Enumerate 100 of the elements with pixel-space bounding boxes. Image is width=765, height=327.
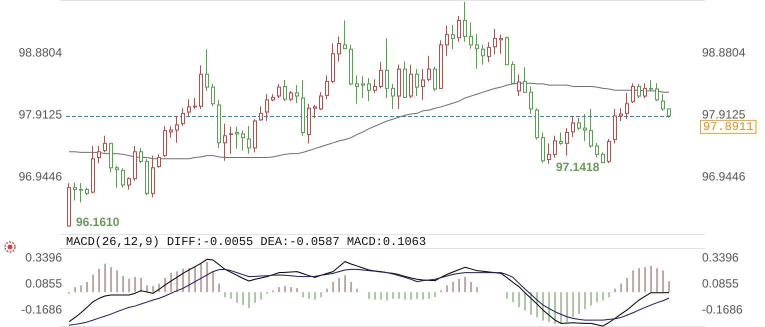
candlestick [529, 86, 533, 114]
candlestick [469, 22, 473, 50]
candlestick [619, 108, 623, 122]
candlestick [355, 75, 359, 104]
ref-line-label: 97.8911 [703, 120, 754, 134]
candlestick [163, 126, 167, 158]
candlestick [547, 142, 551, 164]
candlestick [79, 182, 83, 203]
candlestick [229, 126, 233, 154]
candlestick [169, 126, 173, 138]
candlestick [337, 36, 341, 62]
line-series [68, 258, 670, 327]
candlestick [565, 128, 569, 156]
candlestick [265, 94, 269, 122]
candlestick [295, 84, 299, 104]
candlestick [583, 113, 587, 142]
candlestick [247, 126, 251, 154]
candlestick [475, 33, 479, 70]
line-series [68, 268, 670, 326]
candlestick [385, 38, 389, 98]
y-tick-label: 98.8804 [18, 45, 62, 60]
candlestick [403, 60, 407, 98]
candlestick [325, 75, 329, 100]
candlestick [343, 20, 347, 50]
candlestick [157, 154, 161, 168]
candlestick [637, 83, 641, 98]
candlestick [541, 132, 545, 164]
candlestick [253, 118, 257, 153]
candlestick [319, 92, 323, 111]
candlestick [661, 94, 665, 112]
candlestick [421, 68, 425, 100]
line-series [68, 82, 670, 160]
candlestick [427, 55, 431, 82]
candlestick [145, 158, 149, 196]
candlestick [373, 78, 377, 94]
candlestick [523, 66, 527, 94]
candlestick [511, 60, 515, 84]
candlestick [241, 130, 245, 151]
candlestick [367, 78, 371, 102]
y2-tick-label: 98.8804 [702, 45, 746, 60]
candlestick [283, 80, 287, 102]
candlestick [397, 64, 401, 110]
candlestick [649, 80, 653, 92]
candlestick [409, 64, 413, 98]
annotation: 96.1610 [76, 215, 120, 229]
candlestick [445, 25, 449, 56]
candlestick [625, 92, 629, 120]
candlestick [127, 176, 131, 190]
candlestick [613, 108, 617, 144]
candlestick [307, 103, 311, 144]
candlestick [451, 24, 455, 50]
candlestick [457, 16, 461, 42]
candlestick [505, 36, 509, 66]
candlestick [535, 108, 539, 140]
candlestick [517, 74, 521, 97]
candlestick [601, 152, 605, 164]
y2-tick-label: 97.9125 [702, 107, 746, 122]
candlestick [139, 147, 143, 164]
y-tick-label: 97.9125 [18, 107, 62, 122]
candlestick [301, 80, 305, 136]
candlestick [199, 64, 203, 110]
candlestick [73, 182, 77, 201]
candlestick [271, 94, 275, 102]
candlestick [595, 142, 599, 158]
candlestick [349, 44, 353, 86]
candlestick [379, 62, 383, 89]
candlestick [121, 168, 125, 188]
y-tick-label: -0.1686 [21, 302, 62, 316]
candlestick [259, 106, 263, 122]
candlestick [655, 82, 659, 102]
candlestick [481, 44, 485, 66]
candlestick [607, 138, 611, 164]
y2-tick-label: -0.1686 [702, 302, 744, 316]
candlestick [223, 123, 227, 162]
candlestick [175, 115, 179, 144]
candlestick [193, 97, 197, 110]
candlestick [97, 145, 101, 164]
candlestick [553, 135, 557, 158]
y-tick-label: 0.3396 [25, 250, 62, 264]
candlestick [67, 182, 71, 228]
candlestick [217, 99, 221, 148]
candlestick [559, 132, 563, 146]
candlestick [313, 104, 317, 118]
candlestick [571, 115, 575, 138]
candlestick [115, 165, 119, 188]
candlestick [433, 66, 437, 92]
candlestick [589, 108, 593, 148]
candlestick [463, 1, 467, 42]
candlestick [91, 145, 95, 194]
candlestick [289, 90, 293, 102]
candlestick [487, 42, 491, 63]
candlestick [133, 145, 137, 182]
candlestick [331, 43, 335, 84]
y2-tick-label: 96.9446 [702, 169, 746, 184]
candlestick [205, 48, 209, 92]
candlestick [439, 40, 443, 90]
candlestick [181, 108, 185, 127]
y2-tick-label: 0.0855 [702, 276, 740, 290]
candlestick [85, 187, 89, 196]
candlestick [103, 135, 107, 153]
